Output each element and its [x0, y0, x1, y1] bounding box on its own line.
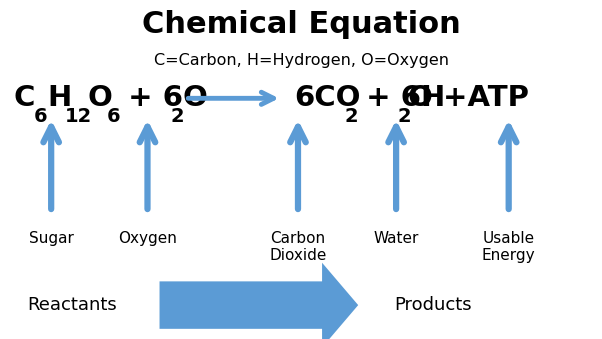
Text: C: C	[13, 84, 35, 112]
Text: Reactants: Reactants	[27, 296, 117, 314]
Text: 2: 2	[397, 107, 411, 126]
Text: + 6O: + 6O	[118, 84, 208, 112]
Text: Carbon
Dioxide: Carbon Dioxide	[269, 231, 327, 263]
Text: Water: Water	[373, 231, 419, 245]
Text: 6: 6	[107, 107, 121, 126]
Text: 6: 6	[34, 107, 48, 126]
Text: C=Carbon, H=Hydrogen, O=Oxygen: C=Carbon, H=Hydrogen, O=Oxygen	[154, 53, 448, 67]
Text: Usable
Energy: Usable Energy	[482, 231, 536, 263]
Text: 2: 2	[170, 107, 184, 126]
Text: Sugar: Sugar	[29, 231, 73, 245]
Text: Chemical Equation: Chemical Equation	[141, 10, 461, 39]
Polygon shape	[160, 263, 358, 339]
Text: O: O	[87, 84, 112, 112]
Text: Oxygen: Oxygen	[118, 231, 177, 245]
Text: H: H	[47, 84, 71, 112]
Text: + 6H: + 6H	[356, 84, 445, 112]
Text: O +ATP: O +ATP	[408, 84, 529, 112]
Text: 2: 2	[344, 107, 358, 126]
Text: Products: Products	[395, 296, 472, 314]
Text: 6CO: 6CO	[294, 84, 360, 112]
Text: 12: 12	[65, 107, 92, 126]
